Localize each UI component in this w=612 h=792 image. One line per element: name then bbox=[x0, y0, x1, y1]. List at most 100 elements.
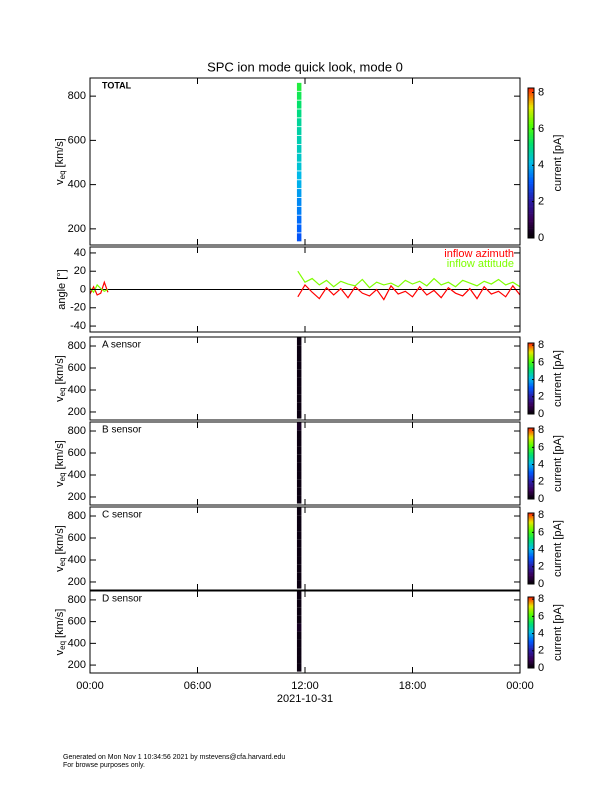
colorbar-step bbox=[528, 453, 534, 455]
spectrogram-cell bbox=[296, 410, 302, 419]
colorbar-step bbox=[528, 343, 534, 346]
colorbar-step bbox=[528, 373, 534, 375]
colorbar-step bbox=[528, 353, 534, 355]
colorbar-step bbox=[528, 403, 534, 405]
colorbar-step bbox=[528, 189, 534, 192]
colorbar-step bbox=[528, 493, 534, 495]
colorbar-tick-label: 4 bbox=[538, 373, 544, 385]
colorbar-step bbox=[528, 435, 534, 438]
colorbar-step bbox=[528, 664, 534, 666]
colorbar-step bbox=[528, 625, 534, 627]
colorbar-step bbox=[528, 463, 534, 465]
colorbar-step bbox=[528, 652, 534, 654]
angle-line bbox=[89, 270, 521, 294]
colorbar-step bbox=[528, 606, 534, 608]
colorbar-step bbox=[528, 455, 534, 457]
colorbar-step bbox=[528, 355, 534, 357]
y-tick-label: 800 bbox=[68, 510, 86, 522]
colorbar-step bbox=[528, 523, 534, 525]
y-label-base: v bbox=[54, 396, 66, 402]
panel-label: TOTAL bbox=[102, 80, 132, 90]
colorbar-step bbox=[528, 612, 534, 614]
colorbar-label: current [pA] bbox=[552, 520, 564, 577]
colorbar-step bbox=[528, 474, 534, 476]
colorbar-step bbox=[528, 410, 534, 412]
panel-frame bbox=[89, 506, 521, 591]
colorbar-step bbox=[528, 447, 534, 449]
y-tick-label: 600 bbox=[68, 134, 86, 146]
colorbar-step bbox=[528, 481, 534, 483]
colorbar-step bbox=[528, 368, 534, 370]
spectrogram-cell bbox=[296, 144, 302, 153]
colorbar-step bbox=[528, 400, 534, 402]
colorbar-step bbox=[528, 582, 534, 584]
colorbar-tick-label: 4 bbox=[538, 458, 544, 470]
colorbar-tick-label: 8 bbox=[538, 339, 544, 351]
y-label-sub: eq bbox=[58, 472, 67, 481]
spectrogram-cell bbox=[296, 162, 302, 171]
y-label-base: v bbox=[54, 481, 66, 487]
colorbar-step bbox=[528, 431, 534, 433]
colorbar-step bbox=[528, 460, 534, 463]
colorbar-step bbox=[528, 375, 534, 378]
colorbar-step bbox=[528, 228, 534, 231]
colorbar-step bbox=[528, 663, 534, 665]
colorbar-step bbox=[528, 560, 534, 563]
colorbar-step bbox=[528, 390, 534, 393]
colorbar-step bbox=[528, 486, 534, 488]
colorbar-step bbox=[528, 185, 534, 188]
colorbar-step bbox=[528, 541, 534, 543]
colorbar-step bbox=[528, 652, 534, 655]
colorbar-step bbox=[528, 615, 534, 617]
colorbar-step bbox=[528, 547, 534, 549]
colorbar-step bbox=[528, 380, 534, 382]
spectrogram-cell bbox=[296, 515, 302, 524]
spectrogram-cell bbox=[296, 647, 302, 656]
colorbar-step bbox=[528, 356, 534, 358]
colorbar-step bbox=[528, 204, 534, 207]
colorbar-step bbox=[528, 388, 534, 390]
colorbar-step bbox=[528, 361, 534, 363]
colorbar-step bbox=[528, 157, 534, 160]
colorbar-step bbox=[528, 629, 534, 632]
colorbar-tick-label: 0 bbox=[538, 493, 544, 505]
y-label-unit: [km/s] bbox=[54, 355, 66, 384]
colorbar-step bbox=[528, 533, 534, 535]
colorbar-step bbox=[528, 232, 534, 235]
colorbar-step bbox=[528, 489, 534, 491]
colorbar-step bbox=[528, 531, 534, 533]
colorbar-step bbox=[528, 372, 534, 374]
colorbar-step bbox=[528, 516, 534, 518]
colorbar-step bbox=[528, 351, 534, 354]
colorbar-step bbox=[528, 473, 534, 475]
colorbar-step bbox=[528, 626, 534, 628]
colorbar-step bbox=[528, 95, 534, 98]
colorbar-step bbox=[528, 234, 534, 237]
y-axis-label: veq [km/s] bbox=[54, 440, 67, 487]
spectrogram-cell bbox=[296, 224, 302, 233]
colorbar-step bbox=[528, 123, 534, 126]
colorbar-step bbox=[528, 176, 534, 179]
colorbar-step bbox=[528, 110, 534, 113]
colorbar-step bbox=[528, 392, 534, 394]
colorbar-step bbox=[528, 568, 534, 571]
colorbar-step bbox=[528, 614, 534, 616]
colorbar-label: current [pA] bbox=[552, 604, 564, 661]
colorbar-tick-label: 4 bbox=[538, 159, 544, 171]
colorbar-step bbox=[528, 607, 534, 609]
colorbar-step bbox=[528, 534, 534, 536]
colorbar-step bbox=[528, 404, 534, 406]
spectrogram-cell bbox=[296, 523, 302, 532]
colorbar-tick-label: 2 bbox=[538, 391, 544, 403]
colorbar-step bbox=[528, 181, 534, 184]
colorbar-step bbox=[528, 573, 534, 575]
colorbar-step bbox=[528, 407, 534, 409]
colorbar-step bbox=[528, 544, 534, 547]
colorbar-step bbox=[528, 522, 534, 524]
colorbar-step bbox=[528, 365, 534, 367]
colorbar-tick-label: 2 bbox=[538, 645, 544, 657]
colorbar-step bbox=[528, 391, 534, 393]
colorbar-step bbox=[528, 382, 534, 384]
colorbar-step bbox=[528, 517, 534, 519]
